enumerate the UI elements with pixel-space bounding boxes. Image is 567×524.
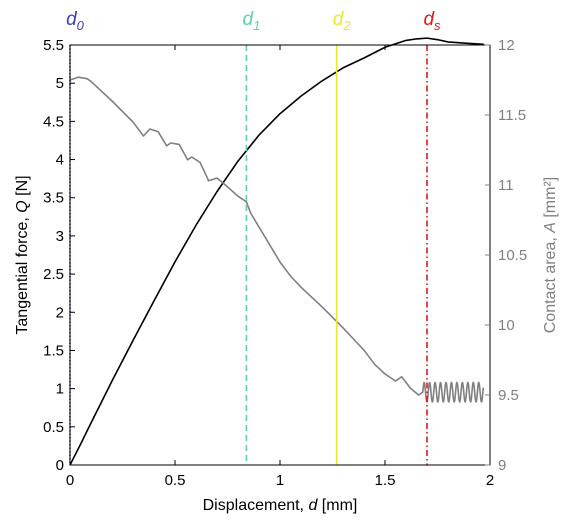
marker-label-d2: d2 [333,9,352,33]
marker-label-ds: ds [423,9,441,33]
y-left-tick-label: 3.5 [43,190,64,207]
y-left-tick-label: 2.5 [43,266,64,283]
y-left-tick-label: 1 [56,381,64,398]
x-axis-label: Displacement, d [mm] [203,497,358,514]
y-left-tick-label: 1.5 [43,342,64,359]
x-tick-label: 1.5 [375,472,396,489]
x-tick-label: 0.5 [165,472,186,489]
x-tick-label: 1 [276,472,284,489]
marker-layer: d0 d1 d2 ds [66,9,441,465]
y-left-axis-label: Tangential force, Q [N] [14,175,31,334]
marker-label-d0: d0 [66,9,85,33]
y-right-tick-label: 10 [498,317,515,334]
y-right-axis-label: Contact area, A [mm²] [542,177,559,334]
y-right-tick-label: 9 [498,457,506,474]
y-right-tick-label: 11.5 [498,107,526,124]
x-tick-label: 2 [486,472,494,489]
y-right-tick-label: 12 [498,37,515,54]
contact-area-line [69,76,485,403]
series-layer [69,37,485,466]
y-left-tick-label: 0 [56,457,64,474]
y-left-tick-label: 4 [56,152,64,169]
y-left-tick-label: 2 [56,304,64,321]
marker-label-d1: d1 [242,9,260,33]
tangential-force-line [69,37,484,466]
y-left-tick-label: 4.5 [43,113,64,130]
y-left-tick-label: 0.5 [43,419,64,436]
y-left-tick-label: 3 [56,228,64,245]
y-right-tick-label: 10.5 [498,247,527,264]
x-tick-label: 0 [66,472,74,489]
y-right-tick-label: 11 [498,177,514,194]
y-left-tick-label: 5 [56,75,64,92]
tick-layer: 0 0.5 1 1.5 200.511.522.533.544.555.599.5101… [43,37,527,489]
y-right-tick-label: 9.5 [498,387,519,404]
y-left-tick-label: 5.5 [43,37,64,54]
